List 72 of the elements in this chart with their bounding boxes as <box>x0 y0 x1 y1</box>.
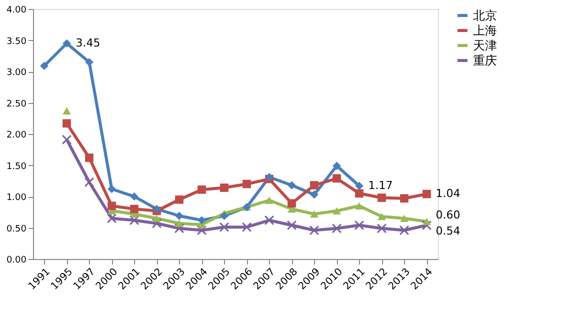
legend-label: 天津 <box>473 38 497 52</box>
point <box>108 184 116 194</box>
point <box>198 185 206 194</box>
point <box>378 212 386 220</box>
point <box>354 220 364 230</box>
point <box>265 196 274 204</box>
point <box>220 212 228 220</box>
point <box>310 181 318 190</box>
point <box>106 213 117 224</box>
point <box>242 222 252 232</box>
annotation: 0.54 <box>436 224 460 238</box>
point <box>422 220 432 230</box>
point <box>198 216 206 224</box>
y-tick-label: 2.50 <box>6 99 27 110</box>
point <box>355 182 364 190</box>
point <box>175 220 184 227</box>
point <box>264 215 274 226</box>
point <box>355 189 364 198</box>
point <box>376 223 387 234</box>
y-tick-label: 0.00 <box>6 256 27 266</box>
point <box>152 218 162 228</box>
point <box>310 190 318 199</box>
point <box>62 39 71 48</box>
point <box>332 174 341 183</box>
annotation: 1.04 <box>436 187 460 200</box>
point <box>108 202 116 210</box>
point <box>174 223 184 234</box>
y-tick-label: 0.50 <box>6 224 27 234</box>
point <box>84 177 94 188</box>
point <box>130 192 138 201</box>
annotation: 3.45 <box>76 36 100 50</box>
point <box>400 214 408 222</box>
point <box>62 107 71 114</box>
y-tick-label: 1.50 <box>6 162 27 172</box>
point <box>332 162 341 170</box>
y-tick-label: 3.50 <box>6 36 27 47</box>
y-tick-label: 2.00 <box>6 130 27 140</box>
point <box>242 180 251 188</box>
point <box>62 134 72 145</box>
point <box>130 204 138 214</box>
point <box>196 225 207 236</box>
point <box>400 194 408 203</box>
point <box>309 225 320 236</box>
point <box>288 199 296 208</box>
point <box>422 218 431 226</box>
legend-label: 重庆 <box>473 54 497 68</box>
point <box>399 225 410 236</box>
point <box>40 62 48 70</box>
y-tick-label: 3.00 <box>6 68 27 78</box>
point <box>175 212 184 220</box>
legend-label: 上海 <box>473 24 497 38</box>
point <box>219 222 230 232</box>
point <box>152 214 161 222</box>
annotation: 1.17 <box>368 178 393 192</box>
point <box>62 119 71 128</box>
point <box>175 195 184 204</box>
point <box>355 202 364 210</box>
point <box>422 190 431 198</box>
point <box>286 220 297 230</box>
legend-label: 北京 <box>473 8 497 22</box>
point <box>129 215 140 226</box>
point <box>288 181 296 190</box>
point <box>220 184 228 192</box>
point <box>85 58 94 66</box>
point <box>85 154 94 162</box>
y-tick-label: 4.00 <box>6 6 27 16</box>
point <box>332 207 341 214</box>
point <box>310 210 318 218</box>
y-tick-label: 1.00 <box>6 193 27 203</box>
point <box>332 223 342 234</box>
point <box>378 194 386 202</box>
annotation: 0.60 <box>436 208 460 222</box>
